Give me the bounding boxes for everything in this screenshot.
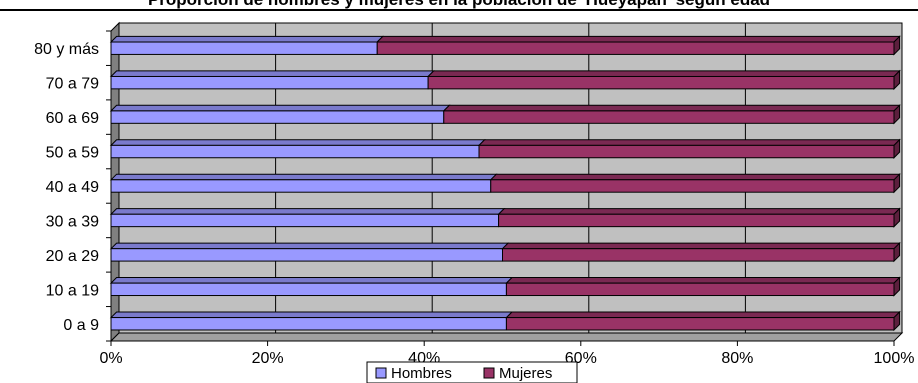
bar-top-face [477,139,901,146]
bar-front-face [110,317,507,331]
bar-top-face [442,104,901,112]
bar-top-face [489,173,901,181]
bar-segment-hombres [109,311,514,331]
bar-top-face [109,277,514,284]
bar-front-face [110,144,480,159]
bar-front-face [110,41,378,55]
bar-segment-hombres [109,35,385,55]
bar-top-face [501,242,901,250]
bar-front-face [110,248,503,262]
legend-swatch-mujeres [483,367,495,379]
bar-top-face [109,35,385,43]
bar-front-face [427,75,895,90]
bar-segment-mujeres [426,70,901,90]
bar-front-face [110,213,500,228]
bar-side-face [893,241,901,263]
bar-segment-hombres [109,139,486,159]
bar-segment-mujeres [505,277,901,297]
bar-segment-mujeres [505,311,901,331]
bar-top-face [109,311,514,319]
bar-side-face [893,69,901,91]
bar-segment-hombres [109,104,451,124]
bar-top-face [109,173,498,181]
y-tick-label: 10 a 19 [46,282,99,299]
y-tick-label: 20 a 29 [46,248,99,265]
bar-side-face [893,172,901,194]
bar-front-face [110,282,507,297]
bar-side-face [893,207,901,228]
bar-front-face [443,110,895,124]
bar-front-face [505,317,895,331]
bar-segment-hombres [109,173,498,193]
bar-front-face [502,248,895,262]
x-tick-label: 100% [874,350,915,367]
bar-front-face [478,144,895,159]
x-tick-label: 20% [252,350,284,367]
bar-side-face [893,35,901,56]
bar-side-face [893,104,901,125]
bar-front-face [110,75,429,90]
legend-label-mujeres: Mujeres [499,365,552,382]
bar-segment-hombres [109,277,514,297]
y-tick-label: 40 a 49 [46,179,99,196]
bar-top-face [505,277,901,284]
floor [109,332,904,342]
legend-box [366,361,578,383]
bar-segment-mujeres [497,208,901,228]
bar-segment-hombres [109,242,510,262]
bar-top-face [109,242,510,250]
bar-front-face [498,213,895,228]
bar-side-face [893,310,901,332]
bar-top-face [376,35,901,43]
y-tick-label: 70 a 79 [46,76,99,93]
y-tick-label: 50 a 59 [46,145,99,162]
y-tick-label: 80 y más [34,41,99,58]
x-tick-label: 0% [99,350,122,367]
bar-segment-mujeres [501,242,901,262]
bar-top-face [109,70,435,77]
bar-segment-hombres [109,208,506,228]
bar-segment-mujeres [442,104,901,124]
legend: Hombres Mujeres [366,361,578,383]
bar-front-face [376,41,895,55]
chart-title: Proporción de hombres y mujeres en la po… [148,0,770,9]
legend-swatch-hombres [375,367,387,379]
bar-front-face [490,179,895,193]
bar-top-face [426,70,901,77]
bar-top-face [109,139,486,146]
y-tick-label: 60 a 69 [46,110,99,127]
bar-front-face [110,179,492,193]
bar-segment-hombres [109,70,435,90]
bar-top-face [109,208,506,215]
bar-segment-mujeres [376,35,901,55]
bar-top-face [109,104,451,112]
y-tick-label: 30 a 39 [46,213,99,230]
legend-label-hombres: Hombres [391,365,452,382]
bar-side-face [893,138,901,159]
bar-front-face [110,110,445,124]
y-tick-label: 0 a 9 [63,317,99,334]
bar-segment-mujeres [489,173,901,193]
x-tick-label: 80% [721,350,753,367]
bar-front-face [505,282,895,297]
bar-top-face [505,311,901,319]
bar-segment-mujeres [477,139,901,159]
bar-top-face [497,208,901,215]
bar-side-face [893,276,901,297]
